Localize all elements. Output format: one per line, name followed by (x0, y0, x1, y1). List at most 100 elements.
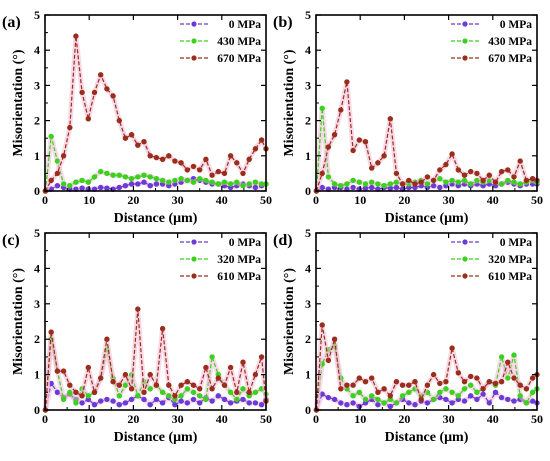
legend-swatch-marker (462, 273, 468, 279)
data-point (356, 179, 362, 185)
data-point (350, 184, 356, 191)
data-point (147, 402, 153, 408)
data-point (172, 393, 178, 399)
data-point (178, 398, 184, 404)
data-point (393, 184, 400, 191)
data-point (73, 400, 79, 406)
data-point (116, 117, 123, 124)
data-point (234, 160, 240, 166)
data-point (338, 400, 344, 406)
x-tick-label: 10 (354, 412, 366, 426)
data-point (399, 181, 406, 187)
data-point (338, 183, 344, 189)
data-point (338, 107, 344, 113)
y-tick-label: 4 (34, 43, 40, 57)
legend: 0 MPa 320 MPa 610 MPa (180, 237, 261, 283)
data-point (227, 181, 234, 187)
data-point (406, 400, 412, 406)
data-point (430, 371, 437, 378)
data-point (430, 177, 437, 184)
data-point (159, 400, 166, 406)
data-point (190, 396, 197, 403)
data-point (79, 185, 85, 191)
data-point (221, 382, 228, 388)
y-tick-label: 2 (34, 114, 40, 128)
data-point (91, 389, 98, 395)
x-tick-label: 0 (313, 193, 319, 207)
data-point (54, 170, 61, 177)
data-point (474, 389, 480, 395)
y-axis-label: Misorientation (°) (282, 268, 297, 375)
data-point (97, 375, 104, 381)
data-point (461, 379, 468, 385)
x-tick-label: 0 (313, 412, 319, 426)
data-point (486, 379, 492, 385)
data-point (116, 382, 123, 388)
data-point (209, 172, 215, 178)
data-point (375, 160, 381, 166)
data-point (474, 177, 480, 184)
data-point (79, 177, 85, 184)
data-point (406, 382, 412, 388)
data-point (449, 151, 455, 157)
y-tick-label: 0 (305, 403, 311, 417)
data-point (60, 368, 67, 374)
data-point (511, 398, 517, 404)
data-point (356, 375, 362, 381)
legend-label: 0 MPa (229, 19, 262, 31)
legend-swatch-marker (191, 256, 197, 262)
data-point (141, 172, 147, 178)
legend-swatch-marker (462, 256, 468, 262)
data-point (104, 170, 110, 177)
data-point (122, 174, 129, 180)
data-point (258, 354, 265, 360)
y-tick-label: 1 (34, 149, 40, 163)
data-point (104, 336, 110, 342)
data-point (48, 177, 54, 184)
data-point (166, 179, 172, 185)
data-point (258, 137, 265, 143)
data-point (135, 306, 141, 312)
y-axis-label: Misorientation (°) (11, 268, 26, 375)
data-point (443, 396, 449, 403)
data-point (116, 184, 123, 191)
data-point (97, 184, 104, 191)
data-point (325, 357, 332, 364)
data-point (449, 400, 455, 406)
data-point (492, 389, 499, 395)
data-point (116, 402, 123, 408)
data-point (73, 179, 79, 185)
data-point (505, 375, 511, 381)
data-point (104, 185, 110, 191)
data-point (54, 389, 61, 395)
data-point (412, 402, 418, 408)
data-point (240, 386, 246, 392)
data-point (362, 379, 369, 385)
data-point (375, 396, 381, 403)
data-point (128, 176, 135, 182)
data-point (48, 329, 54, 335)
data-point (203, 396, 209, 403)
data-point (153, 154, 160, 161)
data-point (153, 176, 160, 182)
data-point (234, 179, 240, 185)
data-point (511, 352, 517, 358)
y-tick-label: 0 (305, 184, 311, 198)
data-point (153, 382, 160, 388)
x-tick-label: 0 (42, 412, 48, 426)
data-point (209, 179, 215, 185)
data-point (443, 179, 449, 185)
data-point (461, 177, 468, 184)
data-point (166, 382, 172, 388)
data-point (190, 389, 197, 395)
data-point (455, 167, 461, 173)
data-point (362, 139, 369, 145)
data-point (350, 400, 356, 406)
data-point (381, 386, 387, 392)
x-axis-label: Distance (μm) (114, 211, 198, 226)
y-tick-label: 2 (34, 332, 40, 346)
data-point (517, 181, 523, 187)
data-point (350, 382, 356, 388)
data-point (406, 389, 412, 395)
data-point (190, 163, 197, 170)
